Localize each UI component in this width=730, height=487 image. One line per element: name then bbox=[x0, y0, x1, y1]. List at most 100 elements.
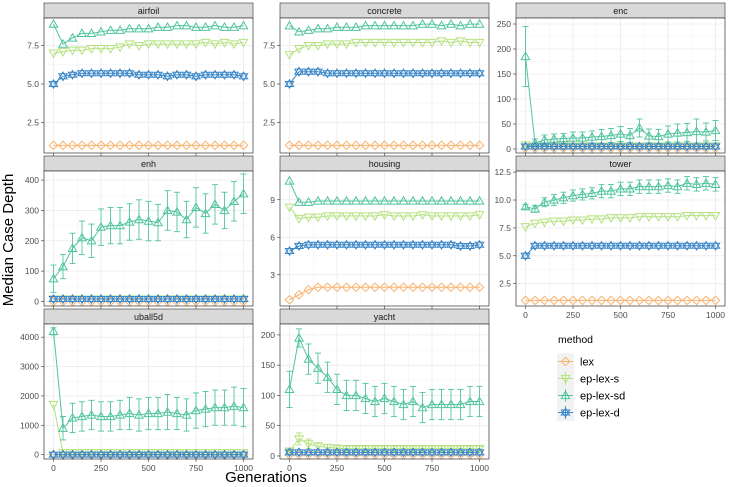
panel-enh: enh 0 100 200 300 400 bbox=[25, 155, 254, 309]
x-tick-label: 750 bbox=[425, 463, 439, 473]
panel-title: airfoil bbox=[138, 6, 160, 16]
y-tick-label: 6 bbox=[270, 232, 275, 242]
data-point bbox=[219, 402, 230, 412]
data-point bbox=[520, 51, 531, 61]
y-tick-label: 100 bbox=[261, 390, 275, 400]
data-point bbox=[200, 140, 211, 151]
data-point bbox=[558, 141, 569, 152]
data-point bbox=[445, 445, 457, 454]
data-point bbox=[398, 68, 409, 79]
data-point bbox=[181, 449, 192, 460]
data-point bbox=[341, 195, 352, 205]
data-point bbox=[548, 194, 560, 204]
data-point bbox=[228, 293, 240, 305]
data-point bbox=[567, 216, 579, 226]
data-point bbox=[445, 399, 457, 409]
data-point bbox=[691, 126, 702, 136]
data-point bbox=[67, 293, 78, 305]
data-point bbox=[238, 20, 249, 30]
data-point bbox=[445, 212, 457, 222]
data-point bbox=[48, 293, 59, 305]
data-point bbox=[133, 23, 145, 33]
data-point bbox=[200, 21, 211, 31]
data-point bbox=[407, 447, 419, 458]
data-point bbox=[436, 195, 447, 205]
data-point bbox=[436, 212, 447, 222]
y-axis-title: Median Case Depth bbox=[0, 174, 17, 307]
data-point bbox=[143, 449, 154, 460]
data-point bbox=[474, 396, 485, 406]
data-point bbox=[474, 18, 485, 28]
data-point bbox=[331, 239, 343, 250]
data-point bbox=[171, 40, 183, 50]
data-point bbox=[351, 282, 361, 293]
data-point bbox=[455, 399, 466, 409]
data-point bbox=[389, 140, 399, 151]
data-point bbox=[474, 38, 485, 48]
data-point bbox=[293, 447, 305, 458]
data-point bbox=[605, 185, 617, 195]
y-tick-label: 2000 bbox=[20, 391, 39, 401]
data-point bbox=[398, 195, 409, 205]
legend-label: lex bbox=[580, 357, 595, 369]
data-point bbox=[190, 405, 202, 415]
data-point bbox=[464, 240, 476, 252]
data-point bbox=[586, 240, 598, 251]
data-point bbox=[322, 40, 333, 50]
data-point bbox=[152, 293, 164, 305]
data-point bbox=[464, 445, 476, 454]
data-point bbox=[379, 282, 390, 293]
x-tick-label: 1000 bbox=[234, 463, 253, 473]
data-point bbox=[153, 140, 163, 151]
y-tick-label: 12.5 bbox=[494, 167, 511, 177]
data-point bbox=[379, 68, 390, 79]
data-point bbox=[152, 217, 164, 227]
data-point bbox=[67, 140, 78, 151]
data-point bbox=[558, 192, 569, 202]
data-point bbox=[303, 239, 314, 250]
y-tick-label: 3000 bbox=[20, 362, 39, 372]
data-point bbox=[388, 68, 400, 79]
data-point bbox=[322, 23, 333, 33]
y-tick-label: 100 bbox=[497, 94, 511, 104]
x-tick-label: 500 bbox=[377, 463, 391, 473]
data-point bbox=[76, 293, 88, 305]
data-point bbox=[67, 69, 78, 80]
y-tick-label: 5.0 bbox=[263, 79, 275, 89]
data-point bbox=[312, 23, 324, 33]
data-point bbox=[57, 293, 69, 305]
data-point bbox=[303, 447, 314, 458]
data-point bbox=[455, 212, 466, 222]
y-tick-label: 150 bbox=[261, 360, 275, 370]
data-point bbox=[303, 197, 314, 206]
data-point bbox=[596, 185, 607, 195]
data-point bbox=[577, 132, 588, 142]
data-point bbox=[219, 140, 230, 151]
data-point bbox=[407, 212, 419, 222]
series-ep-lex-sd bbox=[48, 173, 249, 293]
data-point bbox=[190, 293, 202, 305]
data-point bbox=[360, 68, 371, 79]
data-point bbox=[152, 40, 164, 50]
data-point bbox=[303, 213, 314, 223]
data-point bbox=[322, 140, 333, 151]
data-point bbox=[322, 443, 333, 453]
data-point bbox=[293, 197, 305, 206]
series-lex bbox=[284, 140, 485, 151]
data-point bbox=[605, 130, 617, 140]
data-point bbox=[643, 141, 655, 152]
data-point bbox=[596, 240, 607, 251]
data-point bbox=[228, 69, 240, 80]
data-point bbox=[586, 141, 598, 152]
data-point bbox=[86, 68, 97, 79]
data-point bbox=[408, 140, 418, 151]
data-point bbox=[95, 68, 107, 79]
data-point bbox=[596, 131, 607, 141]
data-point bbox=[417, 445, 428, 454]
data-point bbox=[445, 239, 457, 250]
data-point bbox=[426, 447, 438, 458]
data-point bbox=[436, 447, 447, 458]
data-point bbox=[57, 449, 69, 460]
data-point bbox=[577, 141, 588, 152]
data-point bbox=[200, 69, 211, 80]
